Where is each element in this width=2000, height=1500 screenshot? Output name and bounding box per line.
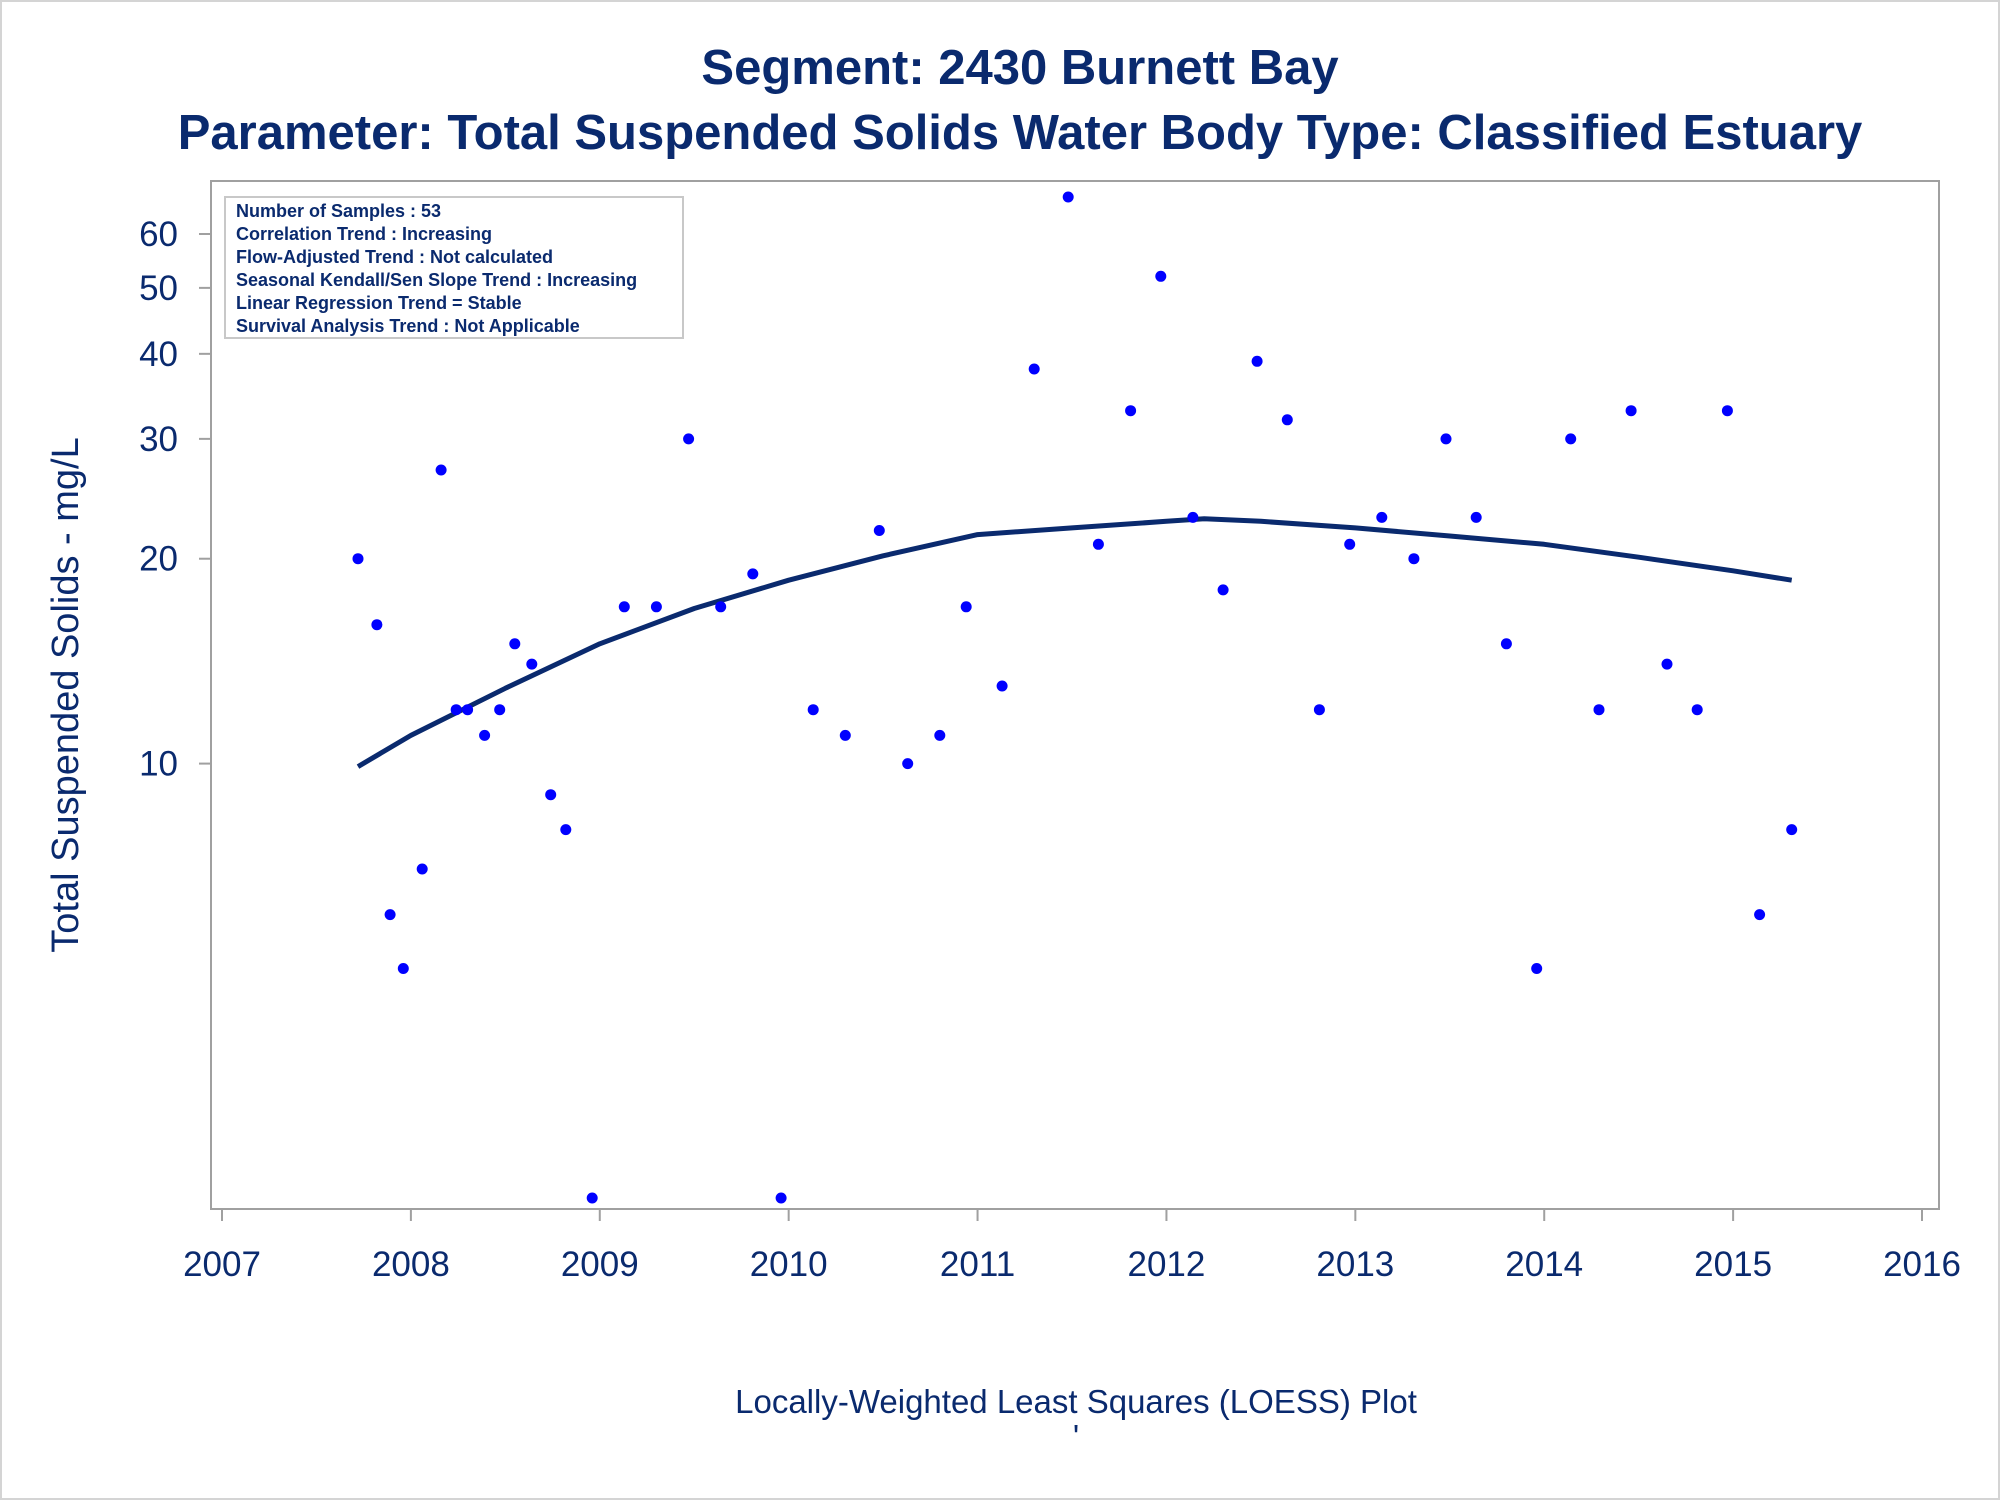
stat-survival-analysis-trend: Survival Analysis Trend : Not Applicable [236,316,580,336]
x-tick-label-2012: 2012 [1128,1245,1206,1284]
data-point [747,568,759,580]
data-point [1187,511,1199,523]
data-point [1470,511,1482,523]
data-point [775,1192,787,1204]
data-point [715,601,727,613]
data-point [1531,963,1543,974]
loess-series [356,516,1793,769]
data-point [807,704,819,716]
stat-flow-adjusted-trend: Flow-Adjusted Trend : Not calculated [236,247,553,267]
data-point [1691,704,1703,716]
data-point [1344,538,1356,550]
y-axis: 10 20 30 40 50 60 [139,215,211,784]
data-point [435,464,447,476]
data-point [960,601,972,613]
x-tick-label-2007: 2007 [183,1245,261,1284]
plot-area [210,180,1940,1210]
stat-number-of-samples: Number of Samples : 53 [236,201,441,221]
data-point [586,1192,598,1204]
x-axis-label: Locally-Weighted Least Squares (LOESS) P… [735,1383,1417,1420]
data-point [873,525,885,536]
y-axis-label: Total Suspended Solids - mg/L [45,437,87,952]
data-point [416,863,428,875]
data-point [1721,405,1733,417]
y-tick-label-50: 50 [139,269,178,308]
data-point [462,704,474,716]
data-point [479,729,491,741]
data-point [384,909,396,921]
data-point [545,789,557,801]
data-point [371,619,383,631]
y-tick-label-10: 10 [139,745,178,784]
stats-box-border [224,196,684,339]
x-tick-label-2010: 2010 [750,1245,828,1284]
data-point [1786,824,1798,836]
stats-box: Number of Samples : 53 Correlation Trend… [224,196,684,339]
data-point [1125,405,1137,417]
x-tick-label-2015: 2015 [1694,1245,1772,1284]
data-point [1217,584,1229,596]
data-point [618,601,630,613]
data-point [352,553,364,565]
x-tick-label-2014: 2014 [1505,1245,1583,1284]
footnote-mark: ' [1073,1418,1079,1455]
data-point [1155,270,1167,282]
chart-title: Segment: 2430 Burnett Bay [701,41,1338,95]
data-point [1440,433,1452,445]
data-point [494,704,506,716]
data-point [1500,638,1512,650]
data-point [1593,704,1605,716]
data-point [1251,355,1263,367]
data-point [839,729,851,741]
data-point [1313,704,1325,716]
data-point [560,824,572,836]
data-point [902,758,914,770]
data-point [1028,363,1040,375]
x-tick-label-2009: 2009 [561,1245,639,1284]
x-tick-label-2008: 2008 [372,1245,450,1284]
x-tick-label-2013: 2013 [1316,1245,1394,1284]
y-tick-label-60: 60 [139,215,178,254]
data-point [934,729,946,741]
data-point [683,433,695,445]
x-tick-label-2016: 2016 [1883,1245,1961,1284]
data-point [526,658,538,670]
x-axis: 2007 2008 2009 2010 2011 2012 2013 2014 2015 2016 [183,1209,1961,1284]
data-point [650,601,662,613]
stat-linear-regression-trend: Linear Regression Trend = Stable [236,293,522,313]
data-point [450,704,462,716]
y-tick-label-40: 40 [139,335,178,374]
chart-subtitle: Parameter: Total Suspended Solids Water … [178,106,1863,160]
data-point [397,963,409,974]
data-point [1281,414,1293,426]
data-point [1376,511,1388,523]
data-point [509,638,521,650]
x-tick-label-2011: 2011 [940,1245,1015,1284]
y-tick-label-20: 20 [139,540,178,579]
data-point [1754,909,1766,921]
data-point [1565,433,1577,445]
stat-seasonal-kendall-trend: Seasonal Kendall/Sen Slope Trend : Incre… [236,270,637,290]
y-tick-label-30: 30 [139,420,178,459]
data-point [1092,538,1104,550]
data-point [996,680,1008,692]
data-point [1408,553,1420,565]
data-point [1625,405,1637,417]
stat-correlation-trend: Correlation Trend : Increasing [236,224,492,244]
data-point [1661,658,1673,670]
scatter-series [352,191,1798,1204]
data-point [1062,191,1074,203]
loess-line [356,516,1793,769]
